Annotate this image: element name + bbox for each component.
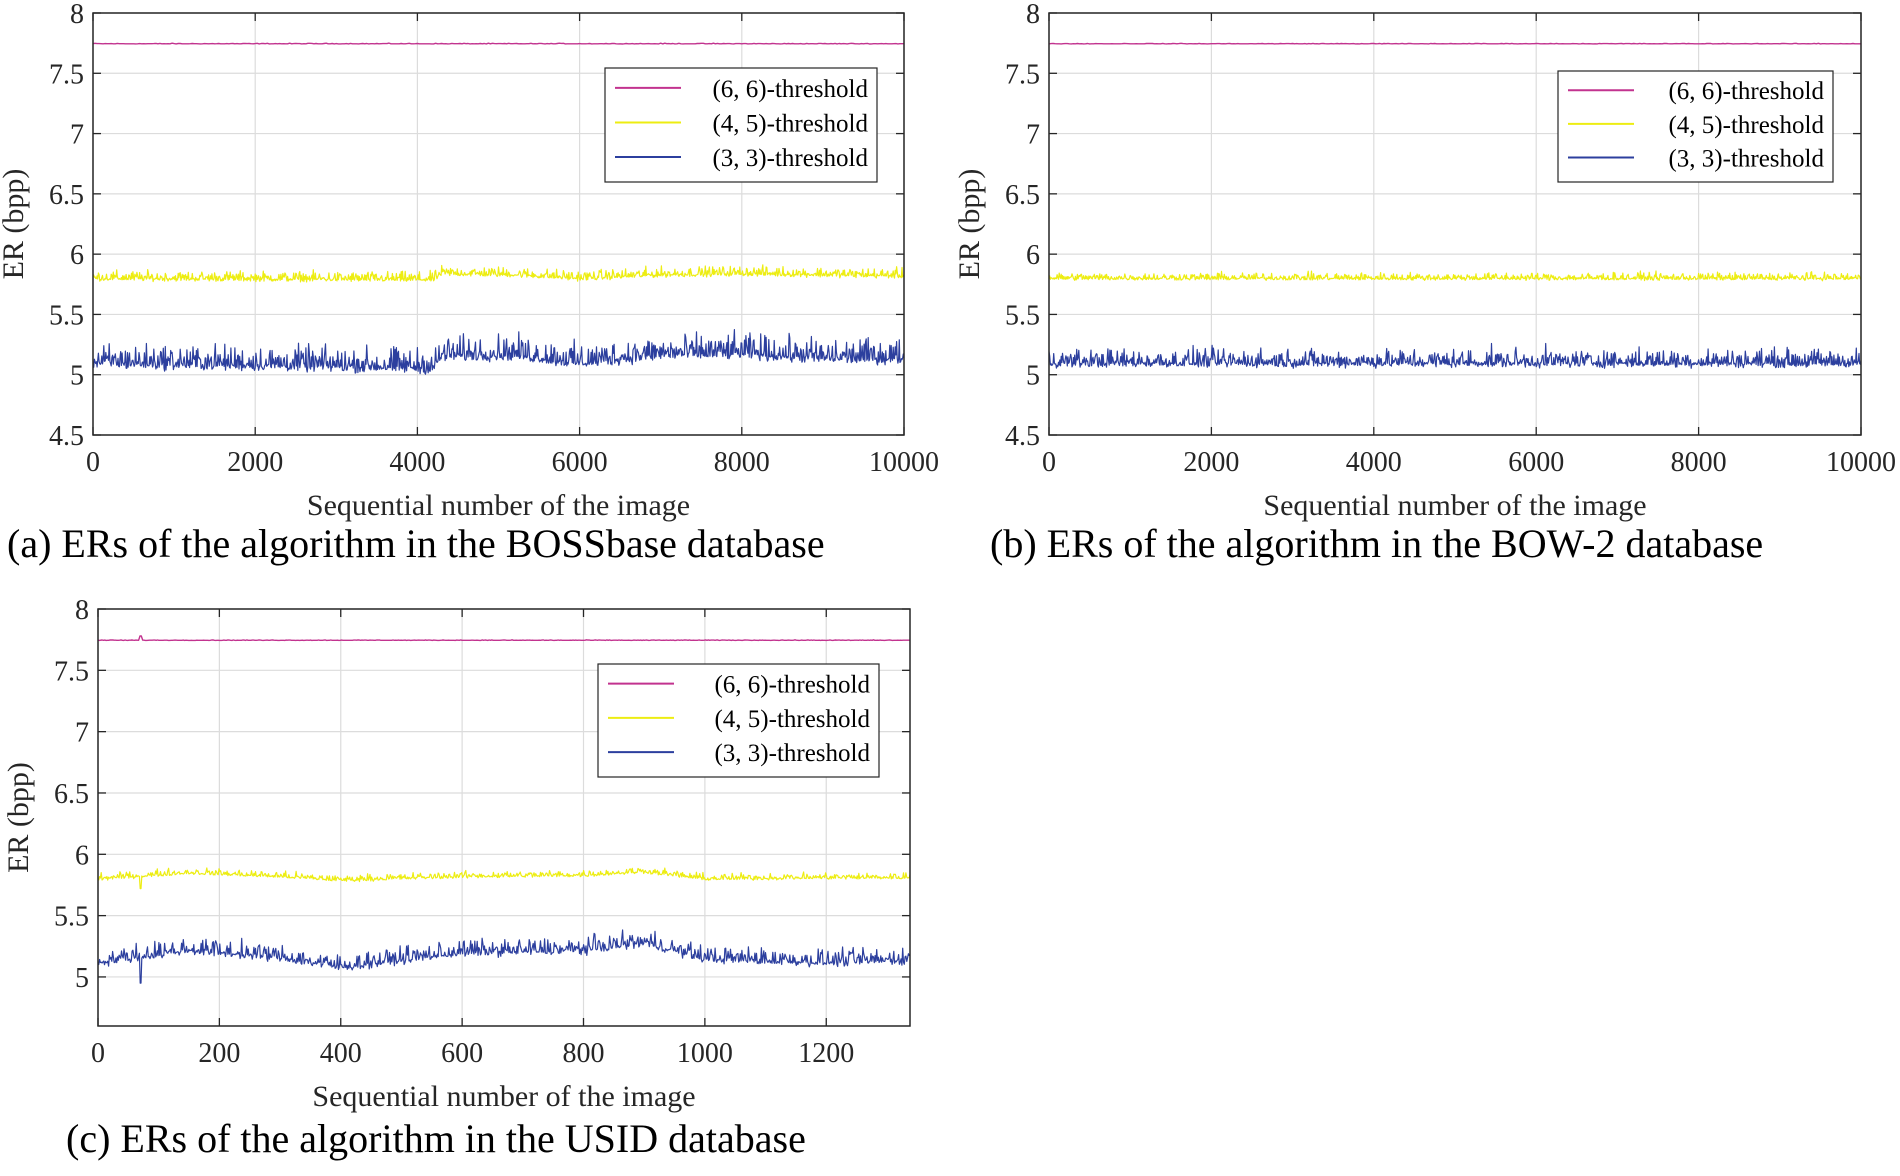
- legend-label: (3, 3)-threshold: [1668, 146, 1824, 173]
- y-tick-label: 7: [1026, 120, 1040, 151]
- caption-text: ERs of the algorithm in the USID databas…: [120, 1116, 805, 1161]
- x-tick-label: 400: [320, 1038, 362, 1069]
- legend-label: (4, 5)-threshold: [1668, 112, 1824, 139]
- y-tick-label: 8: [75, 595, 89, 626]
- y-tick-label: 5: [75, 963, 89, 994]
- y-tick-label: 5.5: [54, 902, 89, 933]
- x-tick-label: 2000: [227, 447, 283, 478]
- panel-caption: (a) ERs of the algorithm in the BOSSbase …: [7, 521, 825, 566]
- axes-frame: [1048, 12, 1862, 436]
- y-tick-label: 6: [75, 840, 89, 871]
- y-tick-label: 5: [70, 361, 84, 392]
- y-tick-label: 6: [70, 240, 84, 271]
- y-tick-label: 6: [1026, 240, 1040, 271]
- x-tick-label: 0: [86, 447, 100, 478]
- legend-label: (4, 5)-threshold: [714, 706, 870, 733]
- x-axis-label: Sequential number of the image: [312, 1080, 695, 1113]
- caption-text: ERs of the algorithm in the BOSSbase dat…: [61, 521, 824, 566]
- y-axis-label: ER (bpp): [2, 762, 35, 873]
- series-line-1: [97, 867, 911, 890]
- series-line-0: [97, 635, 910, 642]
- legend-label: (6, 6)-threshold: [712, 76, 868, 103]
- legend: (6, 6)-threshold (4, 5)-threshold (3, 3)-t…: [1557, 70, 1834, 183]
- axes-frame: [92, 12, 905, 436]
- panel-letter: (b): [990, 521, 1037, 566]
- panel-caption: (c) ERs of the algorithm in the USID data…: [66, 1116, 806, 1161]
- x-tick-label: 6000: [1508, 447, 1564, 478]
- x-tick-label: 10000: [869, 447, 939, 478]
- x-axis-label: Sequential number of the image: [307, 489, 690, 522]
- y-tick-label: 7: [70, 120, 84, 151]
- legend: (6, 6)-threshold (4, 5)-threshold (3, 3)-t…: [597, 663, 880, 778]
- legend-label: (6, 6)-threshold: [714, 672, 870, 699]
- x-tick-label: 8000: [714, 447, 770, 478]
- y-axis-label: ER (bpp): [953, 169, 986, 280]
- x-tick-label: 10000: [1826, 447, 1896, 478]
- y-tick-label: 7.5: [49, 59, 84, 90]
- y-tick-label: 4.5: [1005, 421, 1040, 452]
- series-line-0: [1048, 42, 1861, 45]
- legend-label: (4, 5)-threshold: [712, 110, 868, 137]
- y-tick-label: 7: [75, 718, 89, 749]
- panel-letter: (a): [7, 521, 51, 566]
- series-line-1: [92, 264, 905, 283]
- x-tick-label: 600: [441, 1038, 483, 1069]
- caption-text: ERs of the algorithm in the BOW-2 databa…: [1047, 521, 1764, 566]
- legend-label: (6, 6)-threshold: [1668, 78, 1824, 105]
- legend-label: (3, 3)-threshold: [714, 740, 870, 767]
- x-tick-label: 4000: [389, 447, 445, 478]
- y-tick-label: 5.5: [49, 300, 84, 331]
- y-tick-label: 8: [70, 0, 84, 30]
- y-tick-label: 6.5: [54, 779, 89, 810]
- y-tick-label: 4.5: [49, 421, 84, 452]
- series-line-0: [92, 42, 904, 45]
- y-tick-label: 5.5: [1005, 300, 1040, 331]
- y-tick-label: 5: [1026, 361, 1040, 392]
- chart-panel-2: 0 200 400 600 800 1000 1200 5 5.5 6 6.5 7 7.5 8 Sequen…: [2, 595, 911, 1161]
- y-tick-label: 6.5: [49, 180, 84, 211]
- x-tick-label: 4000: [1346, 447, 1402, 478]
- x-tick-label: 0: [1042, 447, 1056, 478]
- legend: (6, 6)-threshold (4, 5)-threshold (3, 3)-t…: [604, 67, 878, 183]
- y-tick-label: 6.5: [1005, 180, 1040, 211]
- x-tick-label: 0: [91, 1038, 105, 1069]
- x-tick-label: 800: [563, 1038, 605, 1069]
- x-axis-label: Sequential number of the image: [1263, 489, 1646, 522]
- series-line-2: [97, 929, 911, 984]
- x-tick-label: 2000: [1183, 447, 1239, 478]
- chart-panel-0: 0 2000 4000 6000 8000 10000 4.5 5 5.5 6 6.5 7 7.5 8 Se…: [0, 0, 939, 566]
- x-tick-label: 8000: [1671, 447, 1727, 478]
- x-tick-label: 6000: [552, 447, 608, 478]
- panel-caption: (b) ERs of the algorithm in the BOW-2 dat…: [990, 521, 1763, 566]
- y-tick-label: 7.5: [54, 656, 89, 687]
- series-line-2: [92, 329, 905, 375]
- legend-label: (3, 3)-threshold: [712, 145, 868, 172]
- y-axis-label: ER (bpp): [0, 169, 30, 280]
- series-line-2: [1048, 342, 1862, 369]
- x-tick-label: 1000: [677, 1038, 733, 1069]
- x-tick-label: 200: [198, 1038, 240, 1069]
- y-tick-label: 7.5: [1005, 59, 1040, 90]
- axes-frame: [97, 608, 911, 1027]
- panel-letter: (c): [66, 1116, 110, 1161]
- chart-panel-1: 0 2000 4000 6000 8000 10000 4.5 5 5.5 6 6.5 7 7.5 8 Se…: [953, 0, 1896, 566]
- y-tick-label: 8: [1026, 0, 1040, 30]
- x-tick-label: 1200: [798, 1038, 854, 1069]
- series-line-1: [1048, 270, 1861, 282]
